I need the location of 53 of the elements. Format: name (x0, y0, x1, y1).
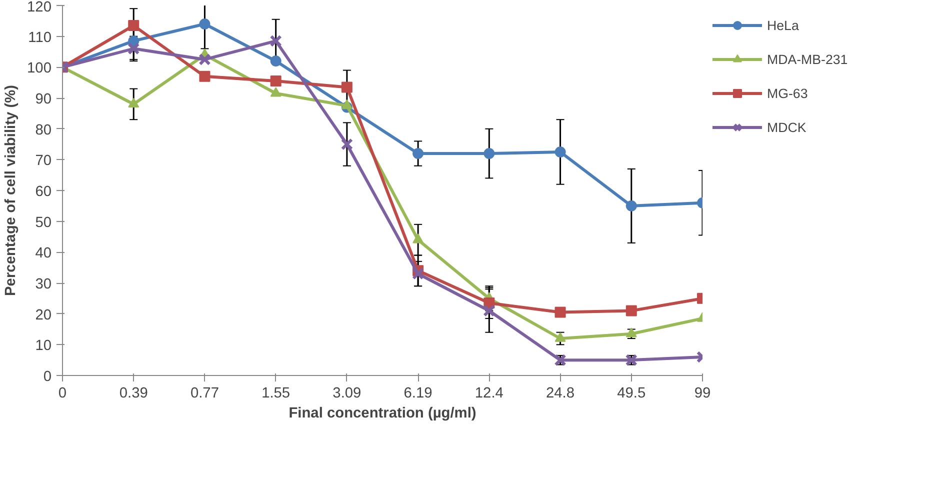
point (341, 99, 352, 110)
point (199, 70, 210, 82)
point (199, 18, 210, 30)
y-tick-label: 80 (35, 122, 52, 138)
point (128, 35, 140, 46)
y-tick-label: 0 (43, 369, 52, 385)
x-tick-label: 0.39 (119, 386, 148, 402)
x-tick-label: 0 (58, 386, 67, 402)
point (270, 56, 282, 66)
legend-label: MDA-MB-231 (767, 52, 848, 66)
y-tick-label: 30 (35, 276, 52, 292)
y-tick-label: 20 (35, 307, 52, 324)
x-tick-label: 0.77 (190, 386, 219, 402)
point (341, 82, 352, 93)
y-tick-label: 90 (35, 92, 52, 108)
legend-label: HeLa (767, 18, 799, 32)
x-tick-label: 3.09 (332, 386, 362, 402)
y-tick-label: 40 (35, 246, 52, 262)
point (554, 146, 566, 158)
point (270, 34, 282, 48)
point (483, 304, 496, 317)
x-tick-label: 49.5 (617, 386, 646, 402)
x-tick-label: 12.4 (474, 386, 504, 402)
point (412, 268, 424, 280)
y-tick-label: 110 (28, 30, 52, 46)
point (270, 76, 282, 87)
point (412, 148, 424, 159)
point (554, 332, 566, 342)
y-tick-label: 70 (35, 153, 52, 170)
point (128, 20, 140, 32)
point (626, 305, 637, 316)
y-tick-label: 120 (27, 0, 52, 16)
point (198, 53, 211, 66)
point (340, 138, 354, 150)
y-tick-label: 50 (35, 214, 52, 231)
x-tick-label: 99 (694, 386, 711, 402)
legend-label: MDCK (767, 120, 806, 134)
x-tick-label: 6.19 (404, 386, 432, 402)
legend-label: MG-63 (767, 86, 808, 100)
y-tick-label: 100 (27, 60, 52, 77)
y-tick-label: 60 (35, 184, 52, 200)
x-axis-title: Final concentration (µg/ml) (288, 406, 476, 422)
point (626, 200, 637, 212)
point (412, 234, 424, 244)
x-tick-label: 24.8 (546, 386, 575, 402)
point (128, 42, 140, 55)
point (270, 87, 282, 97)
point (484, 148, 495, 159)
x-tick-label: 1.55 (262, 386, 290, 402)
y-tick-label: 10 (35, 338, 52, 354)
y-axis-title: Percentage of cell viability (%) (3, 84, 20, 296)
point (554, 306, 566, 318)
point (128, 98, 140, 108)
